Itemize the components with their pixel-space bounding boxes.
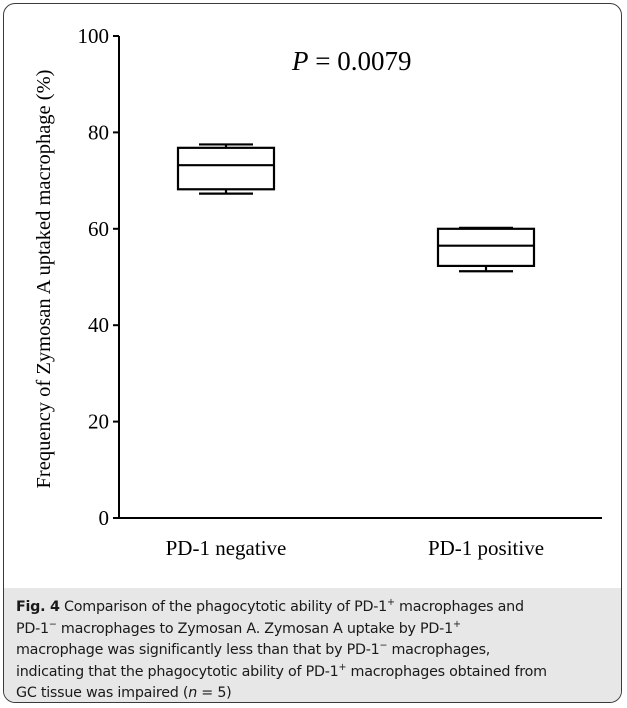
caption-superscript: −	[379, 640, 388, 652]
caption-line: GC tissue was impaired (n = 5)	[16, 683, 613, 702]
caption-line-text: GC tissue was impaired (n = 5)	[16, 685, 232, 701]
y-tick-label: 60	[88, 217, 109, 241]
caption-text: = 5)	[197, 685, 232, 701]
caption-text: macrophages to Zymosan A. Zymosan A upta…	[56, 620, 453, 637]
caption-line: PD-1− macrophages to Zymosan A. Zymosan …	[16, 619, 613, 641]
figure-frame: 0 20 40 60 80 100 Frequency of Zymosan A uptak…	[3, 3, 622, 703]
caption-text: PD-1	[16, 620, 49, 637]
caption-label: Fig. 4	[16, 599, 60, 615]
y-tick-label: 20	[88, 410, 109, 434]
caption-superscript: +	[387, 597, 395, 609]
caption-line: indicating that the phagocytotic ability…	[16, 662, 613, 684]
p-value-annotation: P = 0.0079	[291, 46, 411, 76]
caption-superscript: −	[48, 618, 57, 630]
x-tick-label: PD-1 negative	[166, 536, 287, 560]
caption-line: Fig. 4 Comparison of the phagocytotic ab…	[16, 597, 613, 619]
caption-superscript: +	[338, 661, 347, 673]
caption-line-text: PD-1− macrophages to Zymosan A. Zymosan …	[16, 618, 461, 637]
caption-text: GC tissue was impaired (	[16, 685, 189, 701]
caption-line-text: macrophage was significantly less than t…	[16, 640, 491, 658]
y-axis-label: Frequency of Zymosan A uptaked macrophag…	[33, 70, 55, 489]
caption-superscript: +	[452, 618, 461, 630]
caption-italic: n	[188, 685, 198, 701]
y-tick-label: 100	[78, 24, 110, 48]
caption-text: macrophages obtained from	[346, 663, 548, 680]
caption-line-text: Comparison of the phagocytotic ability o…	[59, 597, 524, 615]
caption-line-text: indicating that the phagocytotic ability…	[16, 661, 548, 680]
box-iqr	[176, 146, 276, 191]
caption-text: indicating that the phagocytotic ability…	[16, 663, 339, 680]
caption-text: macrophage was significantly less than t…	[16, 642, 380, 658]
x-tick-label: PD-1 positive	[428, 536, 544, 560]
figure-caption: Fig. 4 Comparison of the phagocytotic ab…	[4, 588, 621, 702]
box-iqr	[436, 227, 536, 268]
y-tick-label: 0	[99, 506, 110, 530]
y-tick-label: 80	[88, 120, 109, 144]
caption-text: Comparison of the phagocytotic ability o…	[59, 599, 387, 615]
y-tick-label: 40	[88, 313, 109, 337]
caption-text: macrophages and	[394, 599, 524, 615]
caption-text: macrophages,	[387, 642, 491, 658]
box-plot: 0 20 40 60 80 100 Frequency of Zymosan A uptak…	[33, 24, 602, 560]
caption-line: macrophage was significantly less than t…	[16, 640, 613, 662]
